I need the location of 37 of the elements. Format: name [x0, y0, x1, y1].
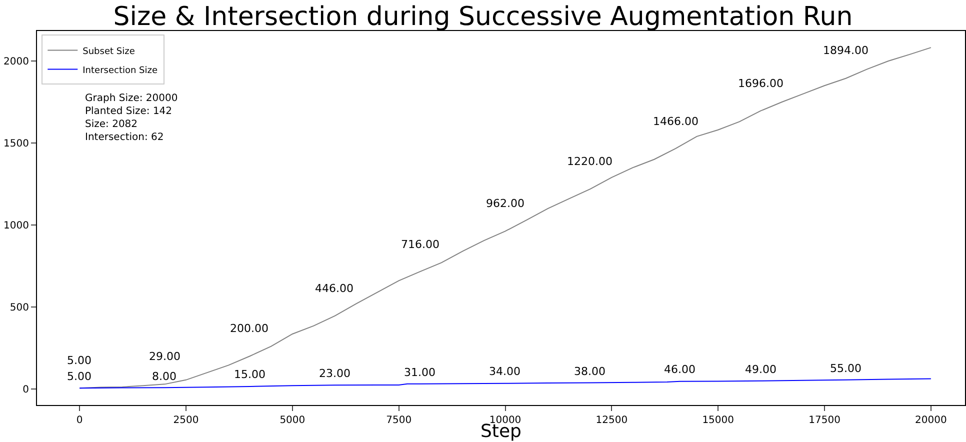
- x-tick-label: 20000: [915, 415, 947, 426]
- data-label: 29.00: [149, 350, 180, 363]
- data-label: 716.00: [401, 238, 440, 251]
- data-label: 5.00: [67, 370, 92, 383]
- y-tick-label: 2000: [4, 56, 29, 68]
- x-tick-label: 0: [76, 415, 83, 426]
- x-tick-label: 15000: [702, 415, 734, 426]
- data-label: 55.00: [830, 362, 862, 375]
- x-tick-label: 17500: [808, 415, 840, 426]
- data-label: 15.00: [234, 368, 266, 381]
- y-tick-label: 500: [10, 302, 29, 314]
- y-tick-label: 1000: [4, 220, 29, 232]
- data-label: 31.00: [404, 366, 436, 379]
- legend-label: Subset Size: [82, 46, 136, 57]
- x-tick-label: 2500: [173, 415, 199, 426]
- x-tick-label: 12500: [596, 415, 628, 426]
- data-label: 8.00: [152, 370, 176, 383]
- data-label: 1220.00: [567, 155, 612, 168]
- data-label: 200.00: [230, 322, 268, 335]
- legend-label: Intersection Size: [82, 66, 158, 76]
- data-label: 5.00: [67, 354, 92, 367]
- y-tick-label: 1500: [4, 138, 29, 150]
- data-label: 962.00: [486, 197, 524, 210]
- data-label: 446.00: [315, 282, 354, 295]
- data-label: 1894.00: [823, 44, 868, 57]
- data-label: 1696.00: [738, 77, 784, 90]
- annotation: Graph Size: 20000 Planted Size: 142 Size: 2082 Intersection: 62: [85, 93, 178, 143]
- data-label: 34.00: [489, 365, 520, 378]
- data-label: 46.00: [664, 363, 696, 376]
- y-tick-label: 0: [22, 384, 29, 396]
- data-label: 23.00: [319, 367, 350, 380]
- data-label: 38.00: [574, 365, 606, 378]
- data-label: 49.00: [745, 363, 776, 376]
- x-tick-label: 5000: [280, 415, 306, 426]
- chart-title: Size & Intersection during Successive Augmentation Run: [113, 2, 853, 32]
- data-label: 1466.00: [653, 115, 698, 128]
- x-tick-label: 7500: [386, 415, 412, 426]
